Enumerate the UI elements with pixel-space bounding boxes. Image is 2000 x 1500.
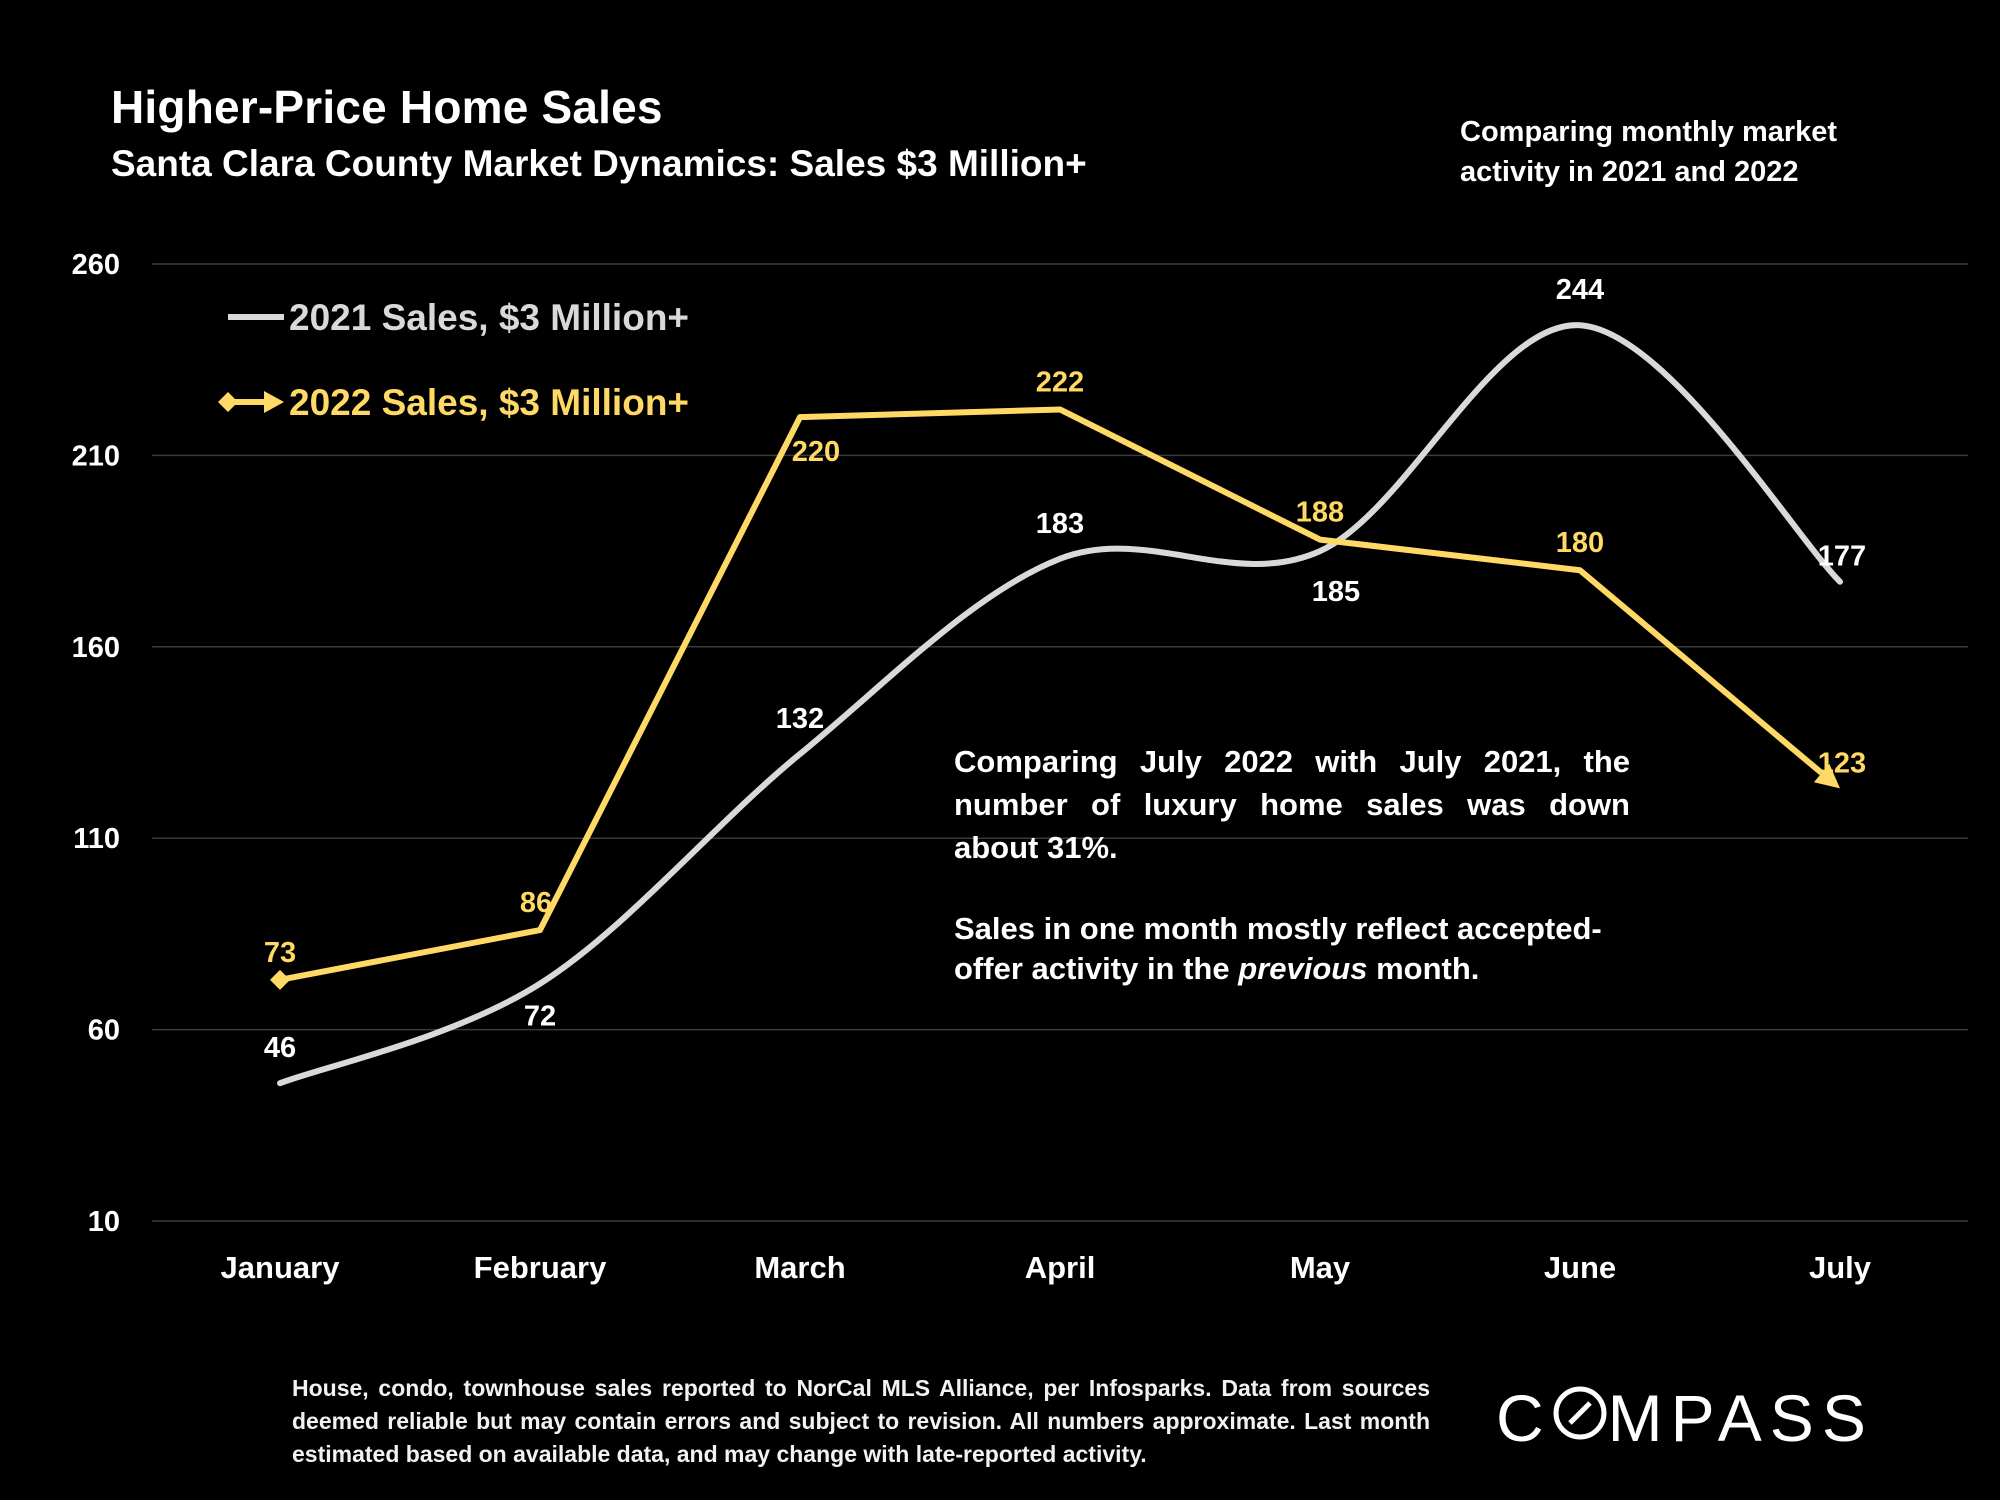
series-lines [270,322,1843,1087]
y-tick-label: 260 [72,249,120,281]
annotation-box: Comparing July 2022 with July 2021, the … [954,740,1630,1029]
data-label-2021: 132 [776,703,824,735]
data-label-2022: 180 [1556,527,1604,559]
legend-2022-arrow [264,391,284,413]
chart-subtitle: Santa Clara County Market Dynamics: Sale… [111,143,1087,184]
y-tick-label: 160 [72,632,120,664]
series-2022-start-marker [270,969,290,990]
data-label-2022: 86 [520,887,552,919]
legend-2022-label: 2022 Sales, $3 Million+ [289,382,689,423]
data-label-2022: 73 [264,937,296,969]
data-labels: 46 72 132 183 185 244 177 73 86 220 222 188 180 123 [264,274,1866,1064]
side-note: Comparing monthly market activity in 202… [1460,116,1838,188]
data-label-2021: 185 [1312,576,1360,608]
x-tick-label: July [1809,1250,1872,1285]
y-axis-ticks: 10 60 110 160 210 260 [72,249,120,1238]
grid-lines [152,263,1968,1222]
series-2022-line [279,406,1824,983]
data-label-2022: 222 [1036,366,1084,398]
line-chart: 10 60 110 160 210 260 January February March Apr… [72,249,1968,1285]
legend: 2021 Sales, $3 Million+ 2022 Sales, $3 Mi… [218,297,689,423]
data-label-2021: 177 [1818,541,1866,573]
legend-2021-label: 2021 Sales, $3 Million+ [289,297,689,338]
x-tick-label: January [221,1250,341,1285]
x-tick-label: June [1544,1250,1616,1285]
series-2021-line [277,322,1843,1087]
data-label-2022: 220 [792,436,840,468]
y-tick-label: 210 [72,440,120,472]
chart-title: Higher-Price Home Sales [111,81,663,133]
data-label-2021: 244 [1556,274,1604,306]
x-tick-label: April [1025,1250,1096,1285]
data-label-2021: 72 [524,1001,556,1033]
y-tick-label: 10 [88,1206,120,1238]
x-tick-label: March [754,1250,845,1285]
annotation-text-1: Comparing July 2022 with July 2021, the … [954,744,1630,865]
x-tick-label: May [1290,1250,1351,1285]
x-axis-ticks: January February March April May June July [221,1250,1872,1285]
annotation-text-2: Sales in one month mostly reflect accept… [954,911,1602,986]
data-label-2021: 183 [1036,508,1084,540]
legend-2022-diamond [218,392,238,412]
x-tick-label: February [474,1250,607,1285]
source-footnote: House, condo, townhouse sales reported t… [292,1375,1430,1467]
series-2022-arrowhead [1813,763,1840,789]
compass-logo: C MPASS [1496,1381,1874,1455]
data-label-2022: 188 [1296,497,1344,529]
y-tick-label: 60 [88,1015,120,1047]
data-label-2022: 123 [1818,747,1866,779]
logo-o-icon [1553,1386,1607,1440]
data-label-2021: 46 [264,1032,296,1064]
y-tick-label: 110 [73,823,120,855]
